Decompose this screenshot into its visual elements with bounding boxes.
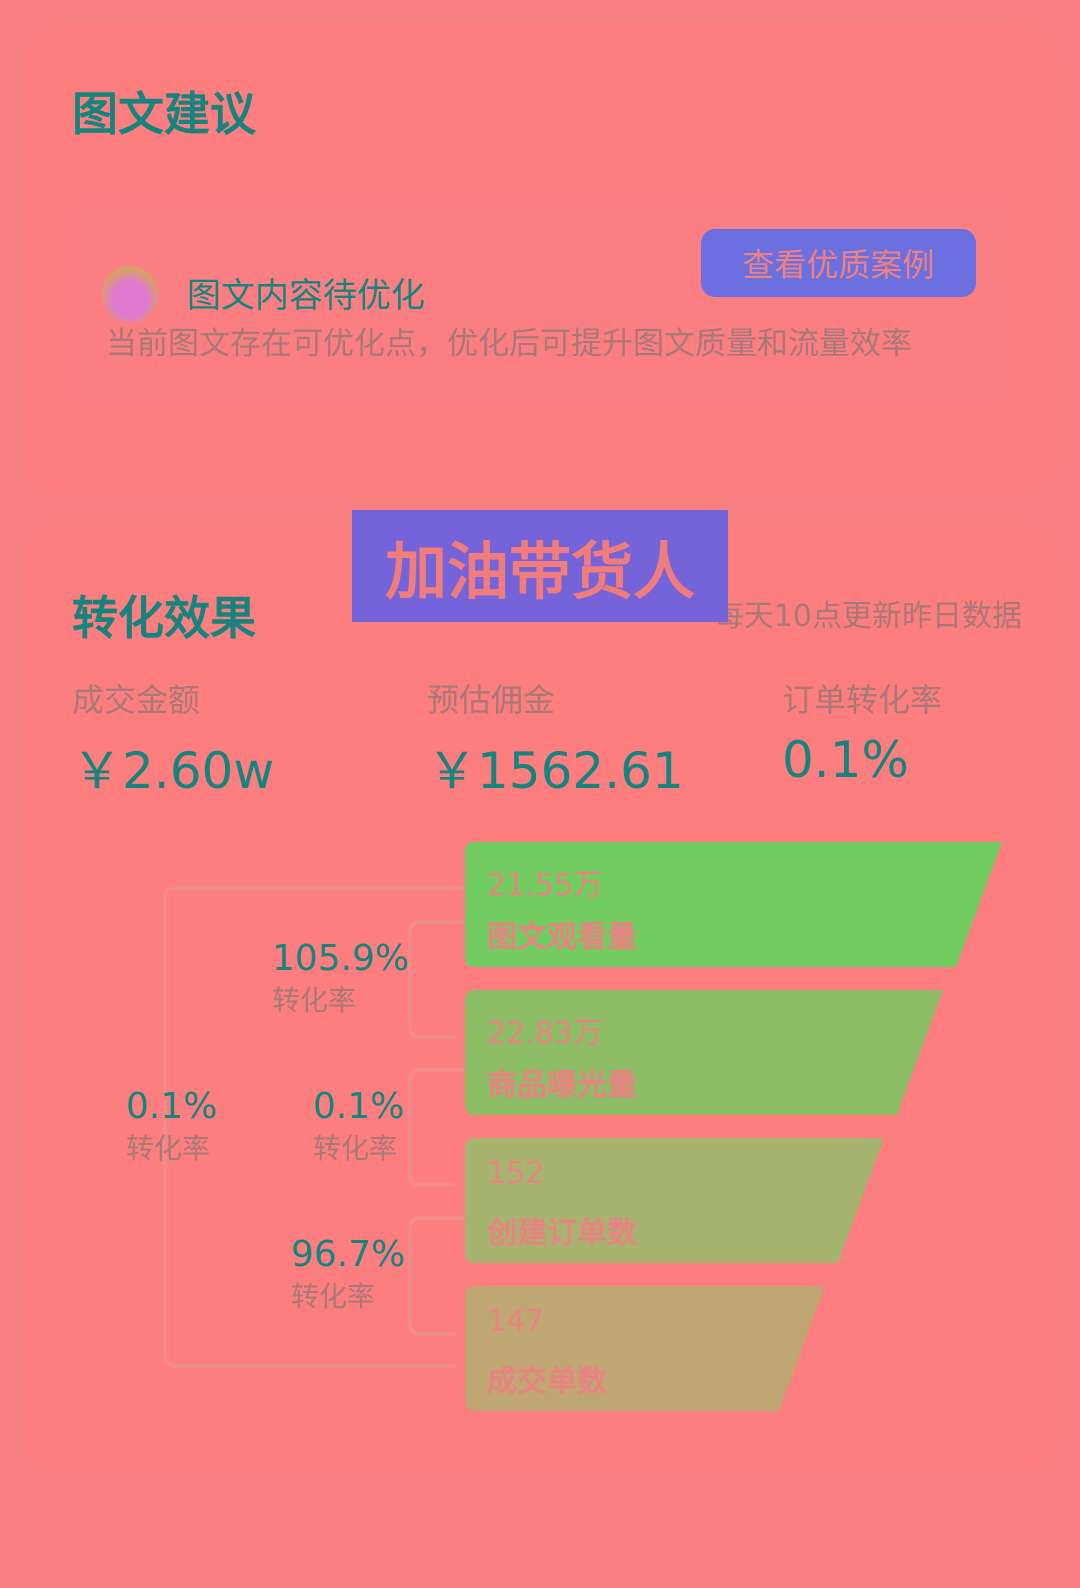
metric-order-rate: 订单转化率 0.1%: [782, 675, 942, 789]
update-note: 每天10点更新昨日数据: [713, 599, 1022, 634]
rate-value: 0.1%: [313, 1086, 405, 1127]
funnel-label: 成交单数: [487, 1364, 607, 1399]
funnel-bar: [465, 990, 943, 1115]
rate-overall: 0.1% 转化率: [126, 1086, 217, 1167]
metric-label: 预估佣金: [427, 681, 556, 719]
funnel-value: 147: [487, 1304, 545, 1339]
crying-face-icon: [102, 266, 158, 322]
metric-value: ￥1562.61: [427, 742, 684, 800]
rate-label: 转化率: [291, 1280, 376, 1313]
rate-label: 转化率: [126, 1132, 211, 1165]
rate-value: 0.1%: [126, 1086, 218, 1127]
funnel-bar: [465, 1286, 825, 1411]
funnel-bar: [465, 842, 1002, 967]
connector-1: [408, 920, 465, 1039]
suggestion-box: [70, 193, 1010, 408]
conversion-title: 转化效果: [72, 591, 256, 645]
funnel-label: 图文观看量: [487, 920, 637, 955]
suggestion-title: 图文建议: [72, 87, 256, 141]
suggestion-description: 当前图文存在可优化点，优化后可提升图文质量和流量效率: [106, 326, 912, 362]
view-quality-cases-button[interactable]: 查看优质案例: [701, 229, 976, 297]
rate-label: 转化率: [313, 1132, 398, 1165]
cheer-banner: 加油带货人: [352, 510, 728, 622]
suggestion-status: 图文内容待优化: [187, 276, 425, 316]
metric-gmv: 成交金额 ￥2.60w: [72, 675, 274, 803]
rate-value: 105.9%: [272, 938, 410, 979]
rate-value: 96.7%: [291, 1234, 406, 1275]
funnel-label: 创建订单数: [487, 1216, 637, 1251]
metric-label: 成交金额: [72, 681, 201, 719]
rate-label: 转化率: [272, 984, 357, 1017]
funnel-value: 152: [487, 1156, 545, 1191]
rate-view-to-exposure: 105.9% 转化率: [272, 938, 410, 1019]
rate-exposure-to-order: 0.1% 转化率: [313, 1086, 404, 1167]
metric-value: 0.1%: [782, 731, 910, 789]
funnel-bar: [465, 1138, 884, 1263]
funnel-value: 21.55万: [487, 868, 603, 903]
rate-order-to-deal: 96.7% 转化率: [291, 1234, 405, 1315]
metric-commission: 预估佣金 ￥1562.61: [427, 675, 684, 803]
connector-overall: [163, 886, 465, 1368]
funnel-value: 22.83万: [487, 1016, 603, 1051]
connector-3: [408, 1216, 465, 1336]
metric-label: 订单转化率: [782, 681, 943, 719]
connector-2: [408, 1068, 465, 1187]
metric-value: ￥2.60w: [72, 742, 275, 800]
funnel-label: 商品曝光量: [487, 1068, 637, 1103]
